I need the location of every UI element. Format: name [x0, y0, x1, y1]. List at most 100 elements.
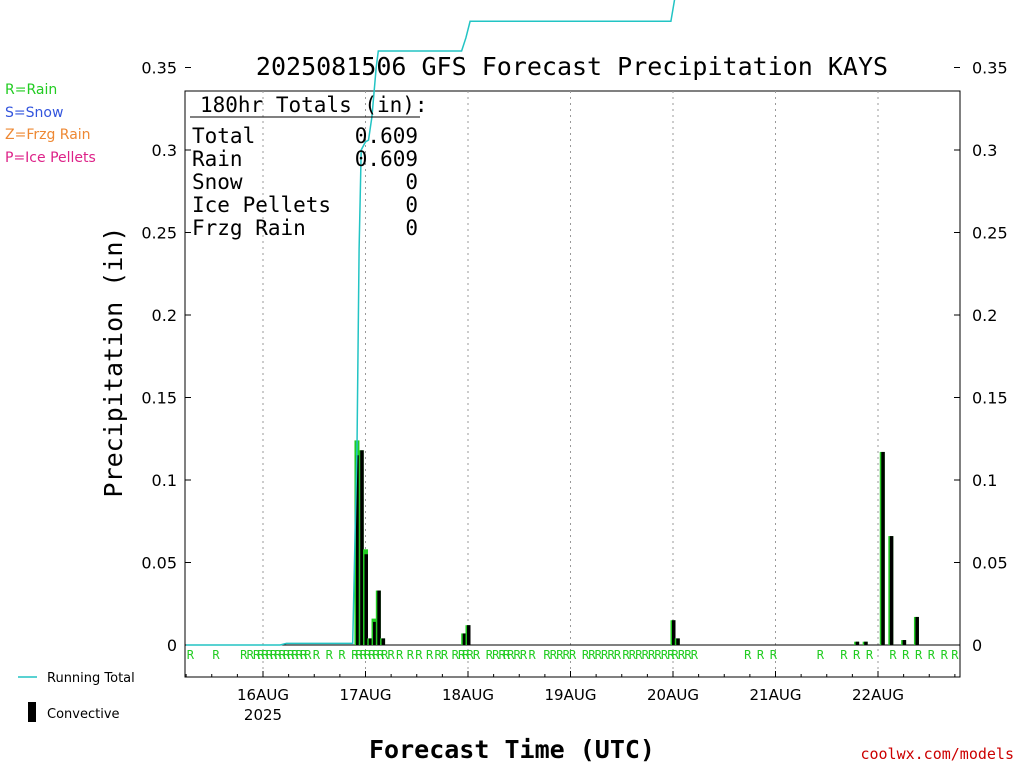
plot-area: 0 00.05 0.050.1 0.10.15 0.150.2 0.20.25 0.250.… — [141, 0, 1008, 724]
precip-type-marker: R — [253, 648, 261, 662]
precip-type-marker: R — [951, 648, 959, 662]
y-tick-label-left: 0.1 — [152, 471, 177, 490]
precip-type-marker: R — [622, 648, 630, 662]
precip-bar-convective — [676, 638, 680, 645]
totals-row-label: Snow — [192, 170, 243, 194]
precip-bar-convective — [360, 450, 364, 645]
totals-rows: Total 0.609 Rain 0.609 Snow 0 Ice Pellets 0 Frzg… — [192, 124, 418, 240]
totals-row-label: Ice Pellets — [192, 193, 331, 217]
precip-type-marker: R — [240, 648, 248, 662]
precip-type-marker: R — [595, 648, 603, 662]
series-legend: Running Total Convective — [18, 671, 135, 722]
totals-row-value: 0 — [405, 193, 418, 217]
precip-type-marker: R — [840, 648, 848, 662]
x-tick-label: 16AUG — [237, 686, 289, 704]
precip-type-marker: R — [642, 648, 650, 662]
precip-type-marker: R — [452, 648, 460, 662]
precip-type-marker: R — [415, 648, 423, 662]
y-tick-label-right: 0.2 — [972, 306, 997, 325]
totals-row-value: 0.609 — [355, 124, 418, 148]
precip-type-marker: R — [270, 648, 278, 662]
precip-type-marker: R — [247, 648, 255, 662]
precip-type-marker: R — [187, 648, 195, 662]
precip-type-marker: R — [654, 648, 662, 662]
y-axis-ticks: 0 00.05 0.050.1 0.10.15 0.150.2 0.20.25 0.250.… — [141, 59, 1008, 656]
precip-bar-convective — [881, 451, 885, 645]
precip-type-marker: R — [550, 648, 558, 662]
totals-row-value: 0.609 — [355, 147, 418, 171]
precip-type-marker: R — [364, 648, 372, 662]
precip-type-marker: R — [902, 648, 910, 662]
precip-type-marker: R — [817, 648, 825, 662]
precip-type-marker: R — [360, 648, 368, 662]
y-tick-label-left: 0.3 — [152, 141, 177, 160]
precip-bar-convective — [373, 621, 377, 645]
precip-bar-convective — [915, 616, 919, 645]
precip-type-marker: R — [569, 648, 577, 662]
precip-type-marker: R — [368, 648, 376, 662]
y-tick-label-left: 0 — [167, 636, 177, 655]
precip-type-marker: R — [467, 648, 475, 662]
rain-legend: R=Rain — [5, 82, 58, 98]
precip-type-marker: R — [274, 648, 282, 662]
precip-type-marker: R — [582, 648, 590, 662]
frzg-rain-legend: Z=Frzg Rain — [5, 127, 91, 143]
precip-type-marker: R — [296, 648, 304, 662]
precip-type-marker: R — [556, 648, 564, 662]
y-tick-label-right: 0.25 — [972, 224, 1008, 243]
precip-type-marker: R — [499, 648, 507, 662]
precip-type-marker: R — [915, 648, 923, 662]
precip-type-marker: R — [661, 648, 669, 662]
precip-type-marker: R — [744, 648, 752, 662]
snow-legend: S=Snow — [5, 105, 64, 121]
y-tick-label-left: 0.05 — [141, 554, 177, 573]
precip-type-marker: R — [377, 648, 385, 662]
precip-type-marker: R — [212, 648, 220, 662]
precip-type-marker: R — [300, 648, 308, 662]
totals-row-value: 0 — [405, 216, 418, 240]
totals-header: 180hr Totals (in): — [200, 93, 428, 117]
y-tick-label-right: 0.35 — [972, 59, 1008, 78]
precip-bar-convective — [462, 633, 467, 645]
y-tick-label-right: 0.1 — [972, 471, 997, 490]
ice-pellets-legend: P=Ice Pellets — [5, 150, 96, 166]
precip-type-marker: R — [770, 648, 778, 662]
precip-bar-convective — [902, 640, 907, 645]
y-tick-label-right: 0.05 — [972, 554, 1008, 573]
precip-type-marker: R — [757, 648, 765, 662]
precip-bar-convective — [672, 620, 676, 645]
precip-type-marker: R — [351, 648, 359, 662]
totals-row-label: Frzg Rain — [192, 216, 306, 240]
x-tick-label: 22AUG — [852, 686, 904, 704]
precip-type-marker: R — [266, 648, 274, 662]
precip-type-marker: R — [473, 648, 481, 662]
x-tick-label: 18AUG — [442, 686, 494, 704]
precip-bar-convective — [889, 536, 894, 645]
precip-type-marker: R — [866, 648, 874, 662]
totals-box: 180hr Totals (in): Total 0.609 Rain 0.609 Sn… — [190, 93, 428, 240]
precip-bar-convective — [368, 638, 373, 645]
precip-type-marker: R — [928, 648, 936, 662]
x-tick-label: 17AUG — [340, 686, 392, 704]
precip-type-marker: R — [684, 648, 692, 662]
precip-type-marker: R — [257, 648, 265, 662]
precip-type-marker: R — [629, 648, 637, 662]
precip-bar-convective — [377, 590, 381, 645]
precip-type-marker: R — [588, 648, 596, 662]
precip-type-marker: R — [486, 648, 494, 662]
x-axis-ticks: 16AUG 2025 17AUG 18AUG 19AUG 20AUG 21AUG 22AUG — [185, 671, 956, 724]
y-tick-label-left: 0.25 — [141, 224, 177, 243]
convective-legend-swatch — [28, 702, 36, 722]
running-total-legend-label: Running Total — [47, 671, 135, 686]
precip-type-marker: R — [426, 648, 434, 662]
y-tick-label-right: 0 — [972, 636, 982, 655]
precip-type-marker: R — [543, 648, 551, 662]
precip-type-marker: R — [458, 648, 466, 662]
precip-type-marker: R — [434, 648, 442, 662]
precip-type-marker: R — [283, 648, 291, 662]
precip-type-marker: R — [326, 648, 334, 662]
precip-type-marker: R — [635, 648, 643, 662]
grid-lines — [262, 91, 879, 677]
